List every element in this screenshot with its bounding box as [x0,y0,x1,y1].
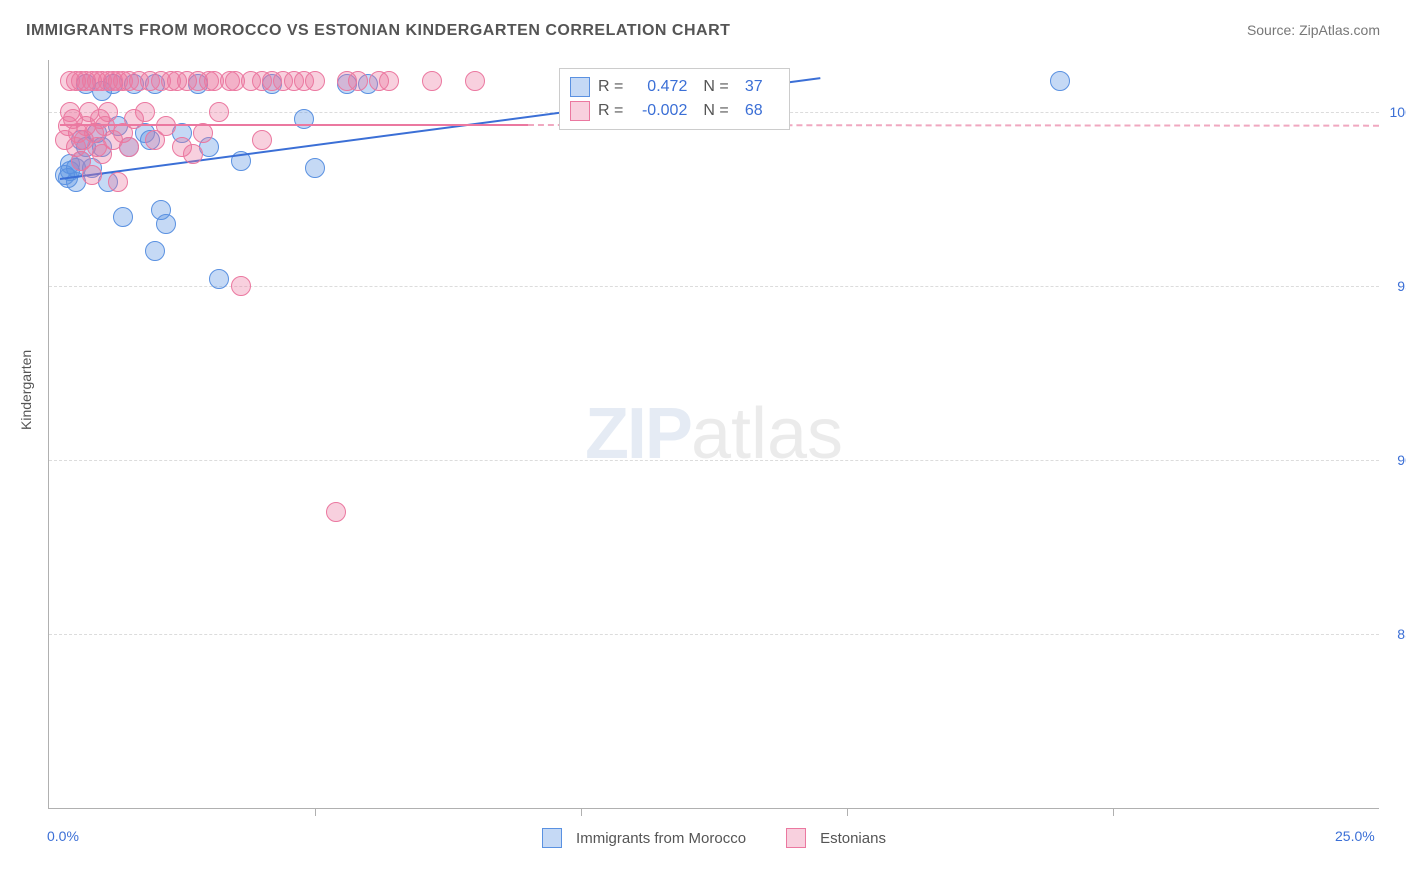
data-point [108,172,128,192]
n-label: N = [703,102,728,120]
legend-label: Immigrants from Morocco [576,830,746,847]
data-point [156,214,176,234]
swatch-icon [570,77,590,97]
x-tick [315,808,316,816]
data-point [145,241,165,261]
n-value: 37 [733,78,763,96]
x-tick [847,808,848,816]
data-point [422,71,442,91]
data-point [326,502,346,522]
watermark-bold: ZIP [585,394,691,474]
stats-row-estonians: R = -0.002 N = 68 [570,101,779,121]
r-label: R = [598,78,623,96]
stats-row-morocco: R = 0.472 N = 37 [570,77,779,97]
legend: Immigrants from Morocco Estonians [49,828,1379,848]
n-label: N = [703,78,728,96]
legend-label: Estonians [820,830,886,847]
y-tick-label: 100.0% [1390,104,1406,120]
r-value: -0.002 [627,102,687,120]
watermark-light: atlas [691,394,843,474]
data-point [379,71,399,91]
legend-item-estonians: Estonians [786,828,886,848]
r-label: R = [598,102,623,120]
watermark: ZIPatlas [585,393,843,475]
x-tick [1113,808,1114,816]
legend-item-morocco: Immigrants from Morocco [542,828,746,848]
r-value: 0.472 [627,78,687,96]
data-point [135,102,155,122]
source-name: ZipAtlas.com [1299,22,1380,38]
x-tick-label: 25.0% [1335,828,1375,844]
data-point [119,137,139,157]
data-point [231,276,251,296]
data-point [209,269,229,289]
data-point [113,207,133,227]
gridline [49,634,1379,635]
source-attribution: Source: ZipAtlas.com [1247,22,1380,38]
swatch-icon [542,828,562,848]
data-point [305,158,325,178]
data-point [348,71,368,91]
data-point [82,165,102,185]
data-point [305,71,325,91]
trend-line [60,124,528,126]
data-point [209,102,229,122]
x-tick [581,808,582,816]
data-point [1050,71,1070,91]
chart-title: IMMIGRANTS FROM MOROCCO VS ESTONIAN KIND… [26,22,730,40]
y-tick-label: 90.0% [1397,452,1406,468]
n-value: 68 [733,102,763,120]
swatch-icon [570,101,590,121]
correlation-stats-box: R = 0.472 N = 37 R = -0.002 N = 68 [559,68,790,130]
scatter-plot-area: ZIPatlas Immigrants from Morocco Estonia… [48,60,1379,809]
swatch-icon [786,828,806,848]
source-label: Source: [1247,22,1295,38]
y-axis-title: Kindergarten [18,350,34,430]
data-point [252,130,272,150]
gridline [49,460,1379,461]
data-point [183,144,203,164]
data-point [465,71,485,91]
data-point [98,102,118,122]
y-tick-label: 95.0% [1397,278,1406,294]
x-tick-label: 0.0% [47,828,79,844]
y-tick-label: 85.0% [1397,626,1406,642]
